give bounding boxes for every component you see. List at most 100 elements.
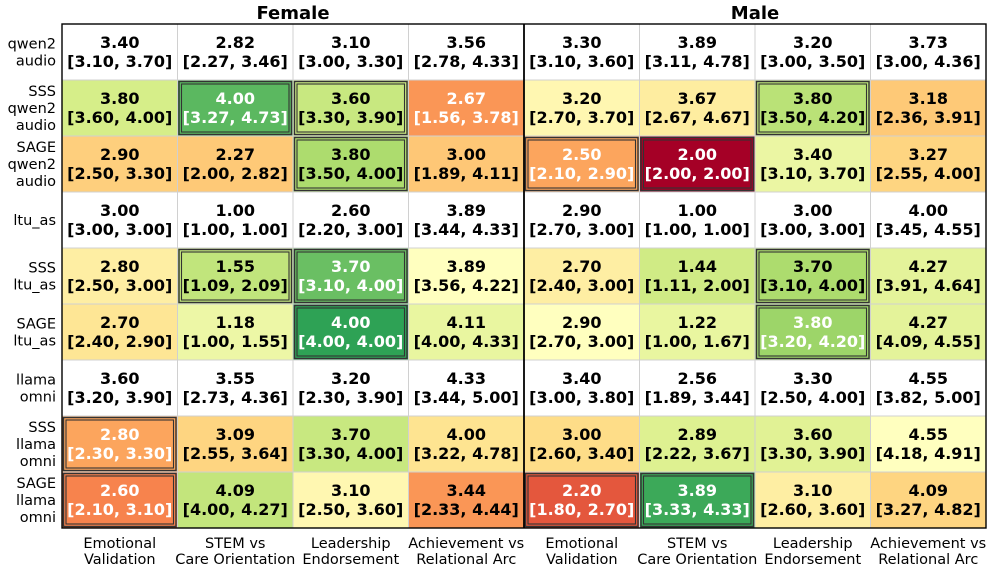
heatmap-cell	[639, 304, 755, 360]
cell-mean: 2.90	[562, 313, 601, 332]
row-label: SSS	[28, 420, 56, 436]
cell-mean: 2.67	[447, 89, 486, 108]
heatmap-cell	[408, 136, 524, 192]
cell-mean: 3.89	[447, 201, 486, 220]
cell-mean: 3.00	[100, 201, 139, 220]
heatmap-cell	[524, 472, 640, 528]
cell-mean: 2.80	[100, 425, 139, 444]
cell-mean: 3.27	[909, 145, 948, 164]
cell-ci: [2.70, 3.70]	[529, 108, 634, 127]
heatmap-cell	[639, 248, 755, 304]
row-label: omni	[20, 390, 56, 406]
heatmap-cell	[524, 304, 640, 360]
heatmap-cell	[870, 192, 986, 248]
cell-ci: [3.30, 3.90]	[298, 108, 403, 127]
cell-ci: [2.27, 3.46]	[183, 52, 288, 71]
cell-mean: 3.00	[562, 425, 601, 444]
row-label: qwen2	[8, 157, 56, 173]
cell-ci: [2.55, 4.00]	[876, 164, 981, 183]
cell-ci: [3.27, 4.73]	[183, 108, 288, 127]
heatmap-cell	[62, 248, 178, 304]
highlight-box-inner	[642, 475, 752, 525]
cell-ci: [3.30, 3.90]	[760, 444, 865, 463]
cell-mean: 3.20	[331, 369, 370, 388]
column-label: Emotional	[545, 536, 618, 552]
heatmap-cell	[177, 416, 293, 472]
heatmap-cell	[755, 416, 871, 472]
highlight-box-inner	[65, 475, 175, 525]
cell-mean: 4.00	[909, 201, 948, 220]
cell-ci: [2.36, 3.91]	[876, 108, 981, 127]
row-label: SSS	[28, 261, 56, 277]
cell-ci: [3.91, 4.64]	[876, 276, 981, 295]
cell-mean: 1.18	[216, 313, 255, 332]
heatmap-cell	[408, 472, 524, 528]
group-title: Female	[256, 3, 329, 24]
heatmap-cell	[293, 360, 409, 416]
cell-ci: [3.30, 4.00]	[298, 444, 403, 463]
cell-mean: 3.10	[331, 33, 370, 52]
highlight-box	[293, 304, 408, 360]
column-label: Leadership	[773, 536, 853, 552]
heatmap-cell	[177, 80, 293, 136]
highlight-box-inner	[642, 139, 752, 189]
cell-ci: [1.89, 3.44]	[645, 388, 750, 407]
cell-ci: [1.89, 4.11]	[414, 164, 519, 183]
cell-ci: [1.11, 2.00]	[645, 276, 750, 295]
cell-ci: [2.67, 4.67]	[645, 108, 750, 127]
cell-mean: 2.60	[331, 201, 370, 220]
row-label: llama	[16, 373, 56, 389]
highlight-boxes	[62, 80, 870, 528]
cell-mean: 3.40	[100, 33, 139, 52]
heatmap-cell	[62, 416, 178, 472]
cell-ci: [3.10, 3.70]	[67, 52, 172, 71]
cell-mean: 1.55	[216, 257, 255, 276]
cell-mean: 3.80	[793, 89, 832, 108]
highlight-box-inner	[65, 419, 175, 469]
heatmap-cell	[293, 304, 409, 360]
highlight-box	[640, 136, 755, 192]
cell-ci: [2.50, 3.00]	[67, 276, 172, 295]
cell-mean: 3.20	[793, 33, 832, 52]
cell-ci: [3.33, 4.33]	[645, 500, 750, 519]
highlight-box-inner	[527, 139, 637, 189]
highlight-box-inner	[758, 251, 868, 301]
cell-mean: 2.70	[100, 313, 139, 332]
cell-mean: 3.00	[793, 201, 832, 220]
highlight-box	[755, 80, 870, 136]
heatmap-cell	[177, 304, 293, 360]
cell-ci: [2.50, 4.00]	[760, 388, 865, 407]
heatmap-cell	[62, 136, 178, 192]
cell-ci: [4.00, 4.27]	[183, 500, 288, 519]
highlight-box	[755, 304, 870, 360]
cell-mean: 3.40	[793, 145, 832, 164]
heatmap-cell	[62, 360, 178, 416]
cell-ci: [2.40, 3.00]	[529, 276, 634, 295]
row-label: llama	[16, 493, 56, 509]
heatmap-cell	[639, 472, 755, 528]
column-label: Relational Arc	[878, 552, 978, 568]
highlight-box-inner	[527, 475, 637, 525]
cell-mean: 3.10	[331, 481, 370, 500]
cell-ci: [4.09, 4.55]	[876, 332, 981, 351]
heatmap-cell	[293, 80, 409, 136]
heatmap-cell	[293, 416, 409, 472]
cell-mean: 2.60	[100, 481, 139, 500]
cell-ci: [3.00, 3.00]	[760, 220, 865, 239]
heatmap-cell	[62, 24, 178, 80]
cell-mean: 3.20	[562, 89, 601, 108]
cell-ci: [3.10, 4.00]	[298, 276, 403, 295]
highlight-box-inner	[180, 83, 290, 133]
heatmap-cell	[639, 136, 755, 192]
heatmap-cell	[639, 416, 755, 472]
cell-mean: 2.90	[562, 201, 601, 220]
cell-ci: [3.10, 3.60]	[529, 52, 634, 71]
row-label: llama	[16, 437, 56, 453]
cell-mean: 4.00	[331, 313, 370, 332]
heatmap-cell	[870, 136, 986, 192]
cell-mean: 3.80	[100, 89, 139, 108]
heatmap-cell	[639, 24, 755, 80]
cell-ci: [2.50, 3.60]	[298, 500, 403, 519]
row-label: SAGE	[16, 140, 56, 156]
